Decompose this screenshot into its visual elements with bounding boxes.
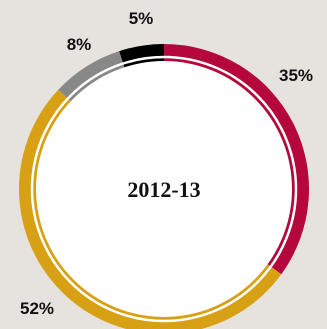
center-disc — [36, 61, 292, 317]
chart-title: 2012-13 — [127, 177, 200, 202]
slice-label-8: 8% — [67, 35, 92, 54]
separator-ring — [30, 55, 298, 323]
slice-label-35: 35% — [279, 66, 313, 85]
slice-label-52: 52% — [20, 299, 54, 318]
slice-label-5: 5% — [129, 9, 154, 28]
labels-group: 35% 52% 8% 5% — [20, 9, 313, 318]
